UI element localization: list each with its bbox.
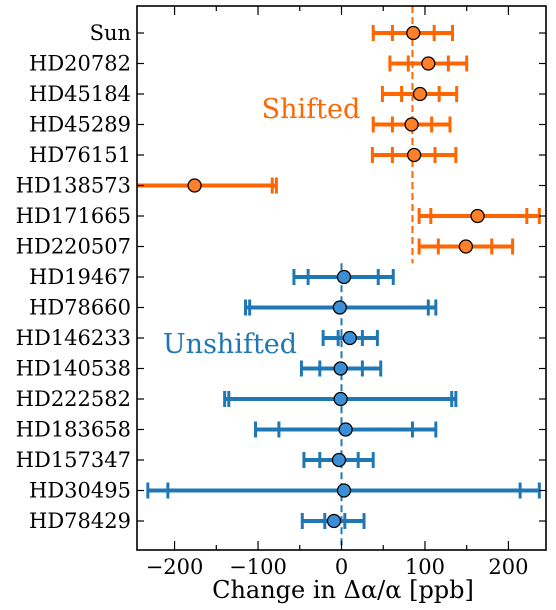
y-tick-label-hd183658: HD183658 [16,418,131,442]
y-tick-label-hd157347: HD157347 [16,448,131,472]
y-tick-label-hd30495: HD30495 [29,479,131,503]
marker-hd183658 [338,422,353,437]
y-tick-label-hd45289: HD45289 [29,113,131,137]
marker-hd30495 [336,483,352,498]
x-axis-title: Change in Δα/α [ppb] [212,576,474,604]
x-tick-label-0: −200 [146,555,204,579]
y-tick-label-hd222582: HD222582 [16,387,131,411]
marker-hd45289 [404,117,419,132]
marker-hd220507 [458,239,474,254]
annotation-unshifted: Unshifted [163,329,297,360]
marker-hd140538 [333,361,348,376]
y-tick-label-hd19467: HD19467 [29,265,131,289]
y-tick-label-hd140538: HD140538 [16,357,131,381]
x-tick-label-3: 100 [405,555,445,579]
marker-hd171665 [470,208,485,224]
x-tick-label-4: 200 [488,555,528,579]
annotation-shifted: Shifted [262,94,361,125]
marker-hd157347 [331,452,347,468]
y-tick-label-sun: Sun [90,21,131,45]
marker-hd78429 [326,513,342,529]
y-tick-label-hd76151: HD76151 [29,143,131,167]
y-tick-label-hd220507: HD220507 [16,235,131,259]
marker-hd76151 [406,147,422,163]
y-tick-label-hd45184: HD45184 [29,82,131,106]
y-tick-label-hd138573: HD138573 [16,174,131,198]
marker-hd45184 [412,86,428,102]
marker-hd20782 [421,56,436,71]
marker-hd146233 [342,330,357,346]
x-tick-label-2: 0 [335,555,348,579]
marker-hd222582 [333,391,348,407]
y-tick-label-hd78429: HD78429 [29,509,131,533]
marker-hd19467 [336,269,352,285]
y-tick-label-hd20782: HD20782 [29,52,131,76]
plot-layer: Sun HD20782 HD45184 HD45289 HD76151 HD138573 H… [16,5,547,579]
plot-frame [136,5,547,551]
marker-hd78660 [332,300,347,315]
marker-sun [406,25,421,41]
marker-hd138573 [187,178,202,193]
y-tick-label-hd78660: HD78660 [29,296,131,320]
x-tick-label-1: −100 [229,555,287,579]
y-tick-label-hd171665: HD171665 [16,204,131,228]
y-tick-label-hd146233: HD146233 [16,326,131,350]
